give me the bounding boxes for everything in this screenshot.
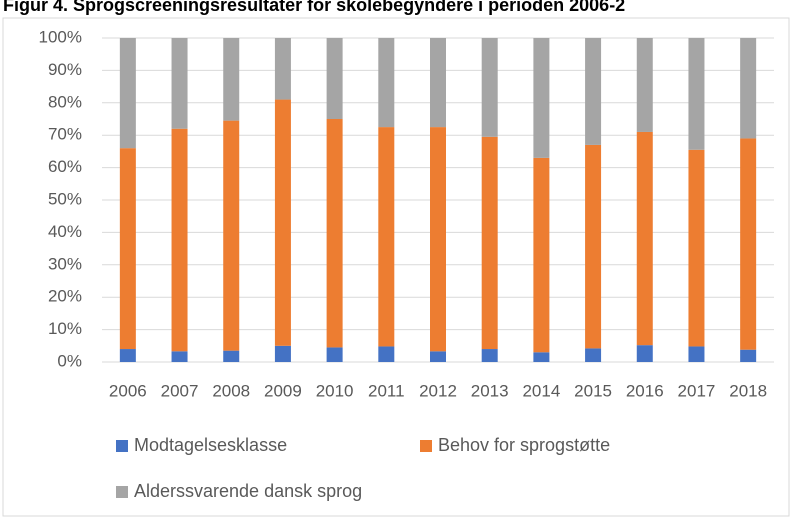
bar-segment	[585, 144, 602, 349]
bar-segment	[119, 349, 136, 362]
y-tick-label: 20%	[48, 287, 82, 306]
bar-segment	[740, 38, 757, 139]
x-tick-label: 2010	[316, 381, 354, 400]
bar-segment	[481, 38, 498, 137]
x-tick-label: 2008	[212, 381, 250, 400]
bar-segment	[274, 345, 291, 362]
legend-label: Alderssvarende dansk sprog	[134, 481, 362, 501]
y-tick-label: 40%	[48, 222, 82, 241]
y-tick-label: 30%	[48, 254, 82, 273]
bar-segment	[326, 38, 343, 119]
bar-segment	[481, 136, 498, 350]
bar-segment	[326, 347, 343, 362]
bar-segment	[119, 148, 136, 350]
legend-label: Behov for sprogstøtte	[438, 435, 610, 455]
legend-swatch	[116, 486, 128, 498]
bar-segment	[533, 38, 550, 158]
bar-segment	[378, 38, 395, 128]
bar-segment	[378, 346, 395, 362]
x-tick-label: 2006	[109, 381, 147, 400]
legend-swatch	[116, 440, 128, 452]
bar-segment	[688, 149, 705, 347]
y-tick-label: 60%	[48, 157, 82, 176]
bar-segment	[688, 346, 705, 362]
bar-segment	[274, 99, 291, 346]
bar-segment	[481, 349, 498, 362]
y-tick-label: 0%	[57, 351, 82, 370]
bar-segment	[636, 38, 653, 132]
bar-segment	[171, 128, 188, 352]
y-tick-label: 70%	[48, 125, 82, 144]
bar-segment	[223, 350, 240, 362]
bar-segment	[171, 38, 188, 129]
legend-swatch	[420, 440, 432, 452]
bar-segment	[326, 119, 343, 348]
bar-segment	[585, 38, 602, 145]
bar-segment	[740, 138, 757, 350]
bar-segment	[274, 38, 291, 100]
x-tick-label: 2016	[626, 381, 664, 400]
x-tick-label: 2015	[574, 381, 612, 400]
bar-segment	[636, 131, 653, 346]
y-tick-label: 10%	[48, 319, 82, 338]
x-tick-label: 2013	[471, 381, 509, 400]
y-tick-label: 80%	[48, 92, 82, 111]
x-tick-label: 2014	[522, 381, 560, 400]
bar-segment	[430, 351, 446, 362]
bar-segment	[533, 157, 550, 353]
bar-segment	[430, 38, 446, 128]
bar-segment	[636, 345, 653, 362]
x-tick-label: 2009	[264, 381, 302, 400]
y-tick-label: 50%	[48, 189, 82, 208]
y-tick-label: 90%	[48, 60, 82, 79]
x-tick-label: 2017	[678, 381, 716, 400]
bar-segment	[430, 127, 446, 352]
legend-label: Modtagelsesklasse	[134, 435, 287, 455]
bar-segment	[378, 127, 395, 347]
x-tick-label: 2018	[729, 381, 767, 400]
bar-segment	[740, 349, 757, 362]
bar-segment	[533, 352, 550, 362]
bar-segment	[585, 348, 602, 362]
chart-title: Figur 4. Sprogscreeningsresultater for s…	[3, 0, 625, 15]
bar-segment	[688, 38, 705, 150]
bar-segment	[223, 120, 240, 351]
bar-segment	[223, 38, 240, 121]
bar-segment	[119, 38, 136, 149]
x-tick-label: 2012	[419, 381, 457, 400]
x-tick-label: 2011	[368, 381, 405, 400]
bar-segment	[171, 351, 188, 362]
x-tick-label: 2007	[161, 381, 199, 400]
y-tick-label: 100%	[39, 27, 82, 46]
